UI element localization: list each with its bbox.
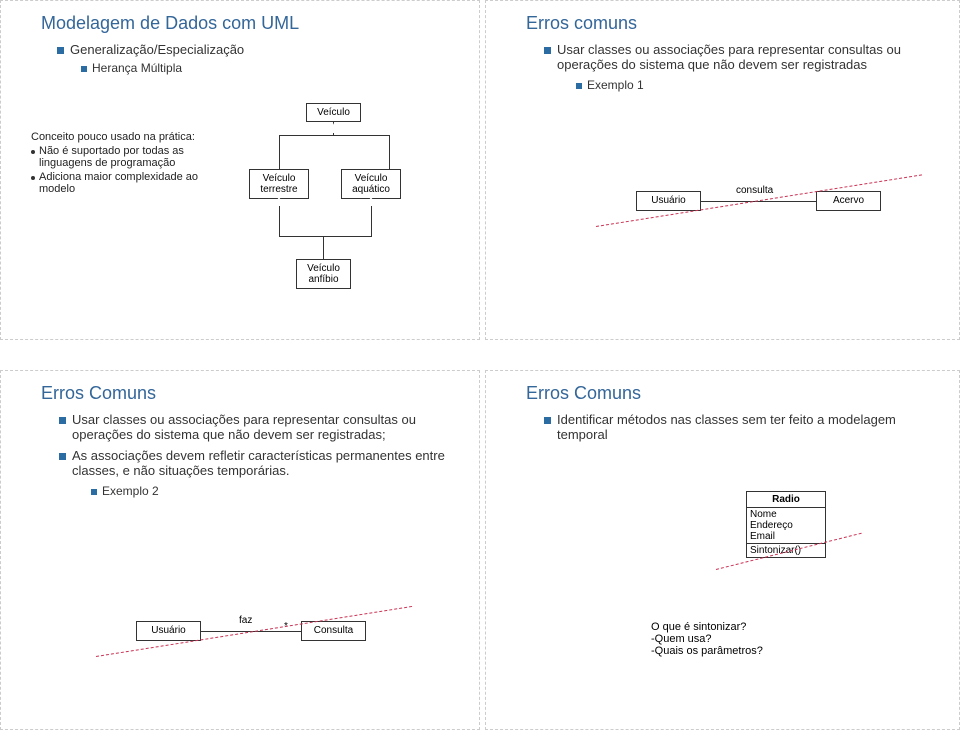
bullet-icon <box>576 83 582 89</box>
question-block: O que é sintonizar? -Quem usa? -Quais os… <box>651 621 763 657</box>
uml-class-veiculo: Veículo <box>306 103 361 122</box>
note-line: Não é suportado por todas as linguagens … <box>39 145 231 169</box>
subtitle-2: Herança Múltipla <box>92 61 182 75</box>
q-line: O que é sintonizar? <box>651 621 763 633</box>
slide-2: Erros comuns Usar classes ou associações… <box>485 0 960 340</box>
bullet-text: Identificar métodos nas classes sem ter … <box>557 412 929 442</box>
example-label: Exemplo 2 <box>102 484 159 498</box>
bullet-icon <box>57 47 64 54</box>
uml-usuario: Usuário <box>136 621 201 641</box>
title-3: Erros Comuns <box>41 383 479 404</box>
class-attr: Email <box>750 531 822 542</box>
bullet-text: Usar classes ou associações para represe… <box>557 42 929 72</box>
uml-consulta: Consulta <box>301 621 366 641</box>
uml-acervo: Acervo <box>816 191 881 211</box>
assoc-label: faz <box>239 615 252 626</box>
notes-block: Conceito pouco usado na prática: Não é s… <box>31 131 231 195</box>
note-line: Conceito pouco usado na prática: <box>31 131 231 143</box>
dot-icon <box>31 150 35 154</box>
bullet-icon <box>59 417 66 424</box>
class-name: Radio <box>747 492 825 508</box>
uml-class-aquatico: Veículo aquático <box>341 169 401 199</box>
bullet-icon <box>544 417 551 424</box>
uml-usuario: Usuário <box>636 191 701 211</box>
example-label: Exemplo 1 <box>587 78 644 92</box>
bullet-text: As associações devem refletir caracterís… <box>72 448 449 478</box>
q-line: -Quais os parâmetros? <box>651 645 763 657</box>
slide-3: Erros Comuns Usar classes ou associações… <box>0 370 480 730</box>
bullet-icon <box>81 66 87 72</box>
uml-class-anfibio: Veículo anfíbio <box>296 259 351 289</box>
bullet-icon <box>59 453 66 460</box>
note-line: Adiciona maior complexidade ao modelo <box>39 171 231 195</box>
assoc-label: consulta <box>736 185 773 196</box>
bullet-icon <box>544 47 551 54</box>
title-1: Modelagem de Dados com UML <box>41 13 479 34</box>
slide-4: Erros Comuns Identificar métodos nas cla… <box>485 370 960 730</box>
title-2: Erros comuns <box>526 13 959 34</box>
bullet-icon <box>91 489 97 495</box>
bullet-text: Usar classes ou associações para represe… <box>72 412 449 442</box>
q-line: -Quem usa? <box>651 633 763 645</box>
slide-1: Modelagem de Dados com UML Generalização… <box>0 0 480 340</box>
uml-class-radio: Radio Nome Endereço Email Sintonizar() <box>746 491 826 558</box>
dot-icon <box>31 176 35 180</box>
title-4: Erros Comuns <box>526 383 959 404</box>
class-attr: Nome <box>750 509 822 520</box>
class-attr: Endereço <box>750 520 822 531</box>
uml-class-terrestre: Veículo terrestre <box>249 169 309 199</box>
subtitle-1: Generalização/Especialização <box>70 42 244 57</box>
